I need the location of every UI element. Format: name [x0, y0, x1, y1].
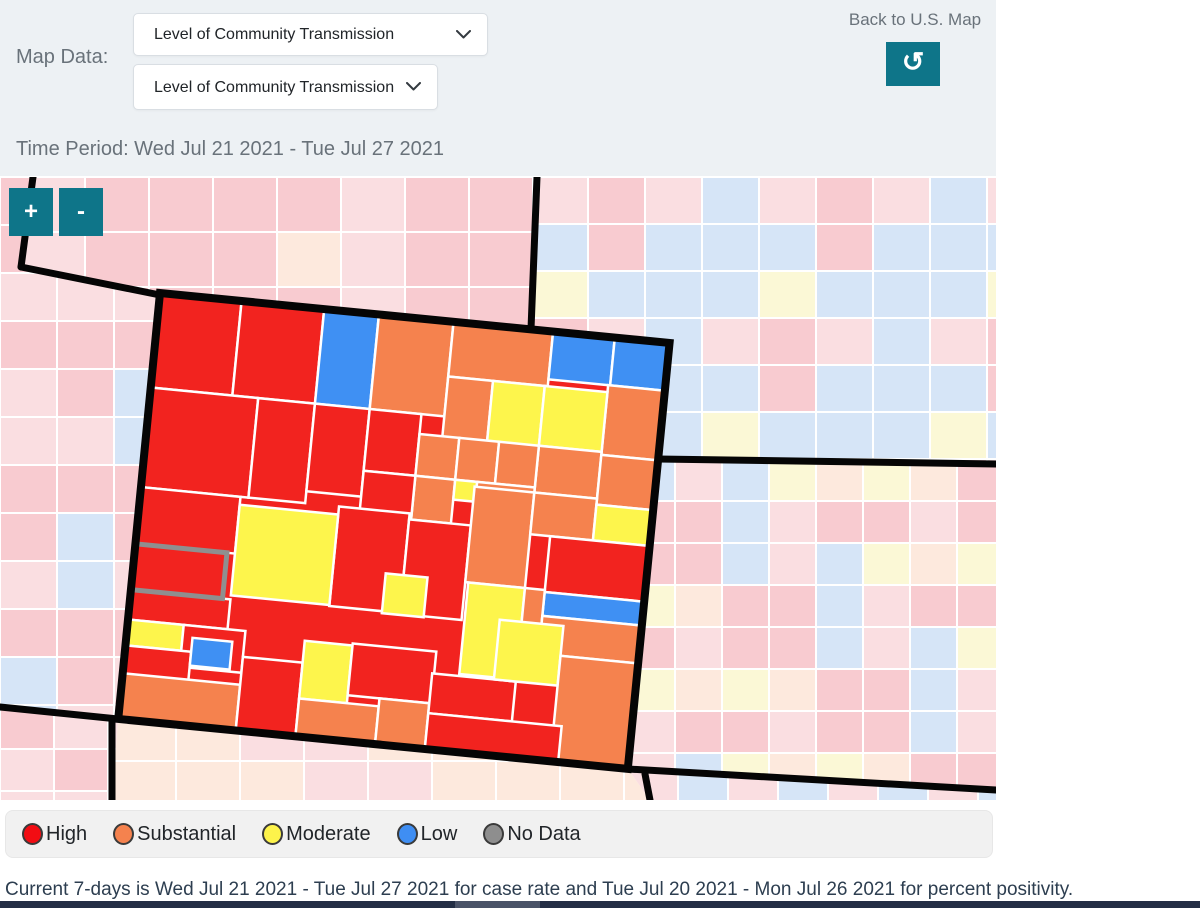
legend-swatch-moderate [262, 823, 284, 845]
scrollbar-thumb[interactable] [455, 901, 540, 908]
legend-swatch-low [396, 823, 418, 845]
legend-label-substantial: Substantial [137, 822, 237, 845]
legend-label-moderate: Moderate [286, 822, 371, 845]
map-data-secondary-select[interactable]: Level of Community Transmission [134, 65, 437, 109]
map-data-primary-select-wrap: Level of Community Transmission [133, 13, 488, 56]
legend-item-high: High [22, 823, 87, 846]
legend-label-no-data: No Data [507, 822, 581, 845]
transmission-legend: High Substantial Moderate Low No Data [5, 810, 993, 858]
legend-label-high: High [46, 822, 88, 845]
map-canvas[interactable] [0, 177, 996, 800]
map-data-label: Map Data: [16, 46, 109, 68]
rotate-ccw-icon: ↺ [901, 46, 925, 77]
legend-item-no-data: No Data [483, 822, 581, 846]
map-data-primary-select[interactable]: Level of Community Transmission [134, 14, 487, 55]
zoom-out-button[interactable]: - [59, 188, 103, 236]
county-transmission-map[interactable]: + - [0, 177, 996, 800]
map-controls-panel: Map Data: Level of Community Transmissio… [0, 0, 996, 176]
map-data-secondary-select-wrap: Level of Community Transmission [133, 64, 438, 110]
zoom-in-button[interactable]: + [9, 188, 53, 236]
horizontal-scrollbar[interactable] [0, 901, 1200, 908]
legend-swatch-high [22, 823, 43, 845]
legend-swatch-no-data [483, 823, 505, 845]
time-period-label: Time Period: Wed Jul 21 2021 - Tue Jul 2… [16, 138, 445, 160]
current-period-note: Current 7-days is Wed Jul 21 2021 - Tue … [5, 879, 1074, 900]
back-to-us-map-label: Back to U.S. Map [848, 10, 982, 29]
legend-item-substantial: Substantial [113, 823, 236, 846]
back-to-us-map-button[interactable]: ↺ [886, 42, 940, 86]
legend-item-moderate: Moderate [262, 823, 371, 846]
legend-item-low: Low [396, 822, 458, 846]
legend-swatch-substantial [113, 823, 135, 845]
legend-label-low: Low [420, 822, 458, 845]
